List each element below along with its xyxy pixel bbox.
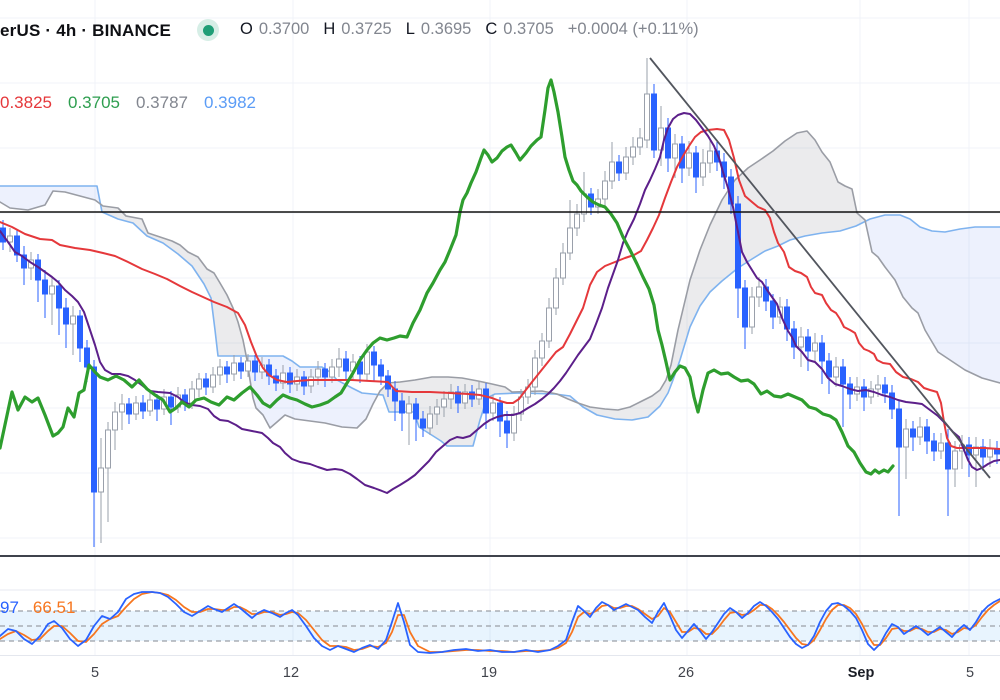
time-axis[interactable]: 5 12 19 26 Sep 5 [0,655,1000,700]
main-chart-canvas[interactable] [0,0,1000,557]
stoch-d-value: 66.51 [32,598,76,617]
stochastic-values-row: 97 66.51 [0,598,75,618]
ichimoku-values-row: 0.3825 0.3705 0.3787 0.3982 [0,93,256,113]
indicator-value-red: 0.3825 [0,93,52,112]
open-value: 0.3700 [258,20,310,38]
symbol-title[interactable]: erUS · 4h · BINANCE [0,21,171,40]
indicator-value-gray: 0.3787 [136,93,188,112]
time-axis-label: Sep [847,665,875,681]
low-value: 0.3695 [420,20,472,38]
market-status-icon[interactable] [197,19,219,41]
time-axis-label: 5 [965,665,975,681]
time-axis-label: 19 [480,665,498,681]
stoch-k-value: 97 [0,598,19,617]
low-label: L [405,20,415,38]
high-label: H [323,20,336,38]
symbol-header: erUS · 4h · BINANCE [0,18,171,44]
indicator-value-blue: 0.3982 [204,93,256,112]
high-value: 0.3725 [341,20,392,38]
ohlc-legend: O 0.3700 H 0.3725 L 0.3695 C 0.3705 +0.0… [240,20,699,39]
stochastic-pane-canvas[interactable] [0,557,1000,655]
time-axis-label: 26 [677,665,695,681]
close-value: 0.3705 [503,20,554,38]
close-label: C [485,20,498,38]
change-value: +0.0004 (+0.11%) [567,20,699,38]
indicator-value-green: 0.3705 [68,93,120,112]
time-axis-label: 12 [282,665,300,681]
time-axis-label: 5 [90,665,100,681]
open-label: O [240,20,253,38]
